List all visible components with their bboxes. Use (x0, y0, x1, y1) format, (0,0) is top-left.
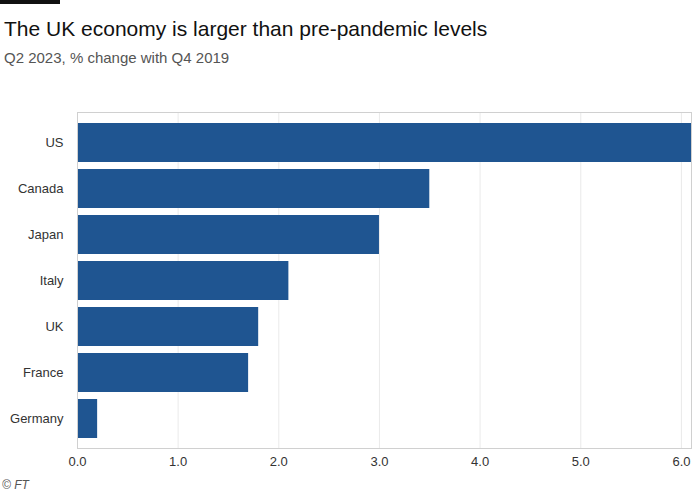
svg-text:2.0: 2.0 (270, 454, 288, 469)
svg-text:6.0: 6.0 (672, 454, 690, 469)
svg-text:Japan: Japan (28, 227, 63, 242)
svg-text:5.0: 5.0 (572, 454, 590, 469)
svg-text:UK: UK (45, 319, 63, 334)
svg-text:1.0: 1.0 (169, 454, 187, 469)
svg-text:US: US (45, 135, 63, 150)
html-text:Q2 2023, % change with Q4 2019: Q2 2023, % change with Q4 2019 (4, 49, 230, 66)
svg-text:Italy: Italy (40, 273, 64, 288)
svg-text:3.0: 3.0 (370, 454, 388, 469)
svg-text:France: France (23, 365, 63, 380)
svg-text:0.0: 0.0 (68, 454, 86, 469)
svg-text:Canada: Canada (18, 181, 64, 196)
svg-text:4.0: 4.0 (471, 454, 489, 469)
svg-text:Germany: Germany (10, 411, 64, 426)
html-text:© FT: © FT (2, 478, 29, 492)
html-text:The UK economy is larger than: The UK economy is larger than pre-pandem… (4, 17, 488, 40)
